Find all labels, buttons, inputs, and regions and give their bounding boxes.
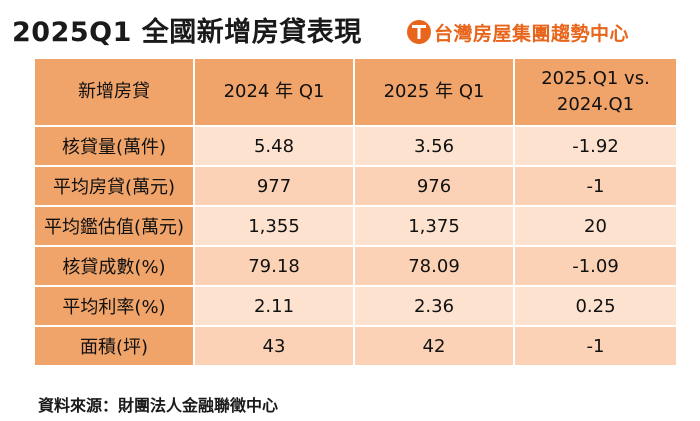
table-row: 平均利率(%) 2.11 2.36 0.25: [35, 287, 676, 327]
column-header: 2025.Q1 vs. 2024.Q1: [515, 59, 676, 127]
row-label: 平均房貸(萬元): [35, 167, 195, 207]
diff-cell: -1: [515, 327, 676, 367]
column-header: 2024 年 Q1: [195, 59, 355, 127]
value-cell: 1,355: [195, 207, 355, 247]
value-cell: 79.18: [195, 247, 355, 287]
value-cell: 977: [195, 167, 355, 207]
column-header-line: 2025.Q1 vs.: [541, 68, 650, 89]
table-row: 平均鑑估值(萬元) 1,355 1,375 20: [35, 207, 676, 247]
value-cell: 3.56: [355, 127, 515, 167]
diff-cell: 20: [515, 207, 676, 247]
diff-cell: -1.09: [515, 247, 676, 287]
value-cell: 5.48: [195, 127, 355, 167]
table-row: 面積(坪) 43 42 -1: [35, 327, 676, 367]
value-cell: 42: [355, 327, 515, 367]
header: 2025Q1 全國新增房貸表現 台灣房屋集團趨勢中心: [0, 0, 700, 58]
column-header: 2025 年 Q1: [355, 59, 515, 127]
row-label: 核貸量(萬件): [35, 127, 195, 167]
row-label: 核貸成數(%): [35, 247, 195, 287]
source-note: 資料來源：財團法人金融聯徵中心: [38, 396, 279, 415]
page-title: 2025Q1 全國新增房貸表現: [12, 17, 362, 48]
taiwan-house-logo-icon: [407, 20, 431, 44]
row-label: 平均鑑估值(萬元): [35, 207, 195, 247]
table-row: 平均房貸(萬元) 977 976 -1: [35, 167, 676, 207]
value-cell: 78.09: [355, 247, 515, 287]
value-cell: 1,375: [355, 207, 515, 247]
column-header: 新增房貸: [35, 59, 195, 127]
table-header-row: 新增房貸 2024 年 Q1 2025 年 Q1 2025.Q1 vs. 202…: [35, 59, 676, 127]
column-header-line: 2024.Q1: [556, 94, 635, 115]
diff-cell: -1: [515, 167, 676, 207]
value-cell: 2.11: [195, 287, 355, 327]
table-row: 核貸成數(%) 79.18 78.09 -1.09: [35, 247, 676, 287]
row-label: 面積(坪): [35, 327, 195, 367]
diff-cell: -1.92: [515, 127, 676, 167]
brand-name: 台灣房屋集團趨勢中心: [434, 22, 630, 45]
table-row: 核貸量(萬件) 5.48 3.56 -1.92: [35, 127, 676, 167]
diff-cell: 0.25: [515, 287, 676, 327]
mortgage-table: 新增房貸 2024 年 Q1 2025 年 Q1 2025.Q1 vs. 202…: [35, 59, 676, 367]
brand: 台灣房屋集團趨勢中心: [407, 18, 629, 46]
row-label: 平均利率(%): [35, 287, 195, 327]
value-cell: 43: [195, 327, 355, 367]
value-cell: 2.36: [355, 287, 515, 327]
value-cell: 976: [355, 167, 515, 207]
